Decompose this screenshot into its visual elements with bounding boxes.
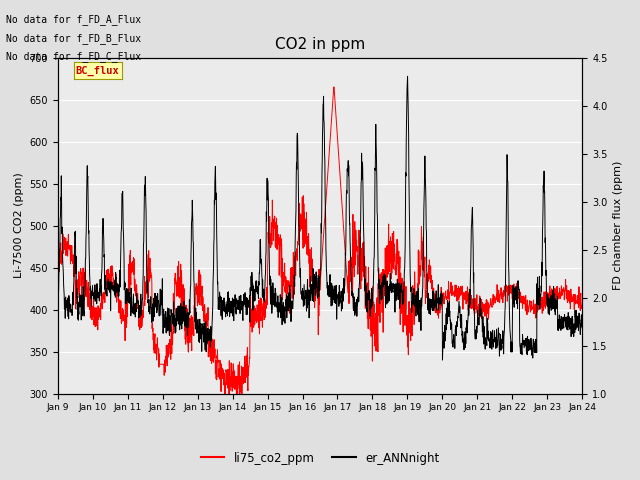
Y-axis label: FD chamber flux (ppm): FD chamber flux (ppm) — [613, 161, 623, 290]
Text: No data for f_FD_C_Flux: No data for f_FD_C_Flux — [6, 51, 141, 62]
Y-axis label: Li-7500 CO2 (ppm): Li-7500 CO2 (ppm) — [13, 173, 24, 278]
Text: No data for f_FD_A_Flux: No data for f_FD_A_Flux — [6, 14, 141, 25]
Title: CO2 in ppm: CO2 in ppm — [275, 37, 365, 52]
Legend: li75_co2_ppm, er_ANNnight: li75_co2_ppm, er_ANNnight — [196, 447, 444, 469]
Text: No data for f_FD_B_Flux: No data for f_FD_B_Flux — [6, 33, 141, 44]
Text: BC_flux: BC_flux — [76, 66, 120, 76]
